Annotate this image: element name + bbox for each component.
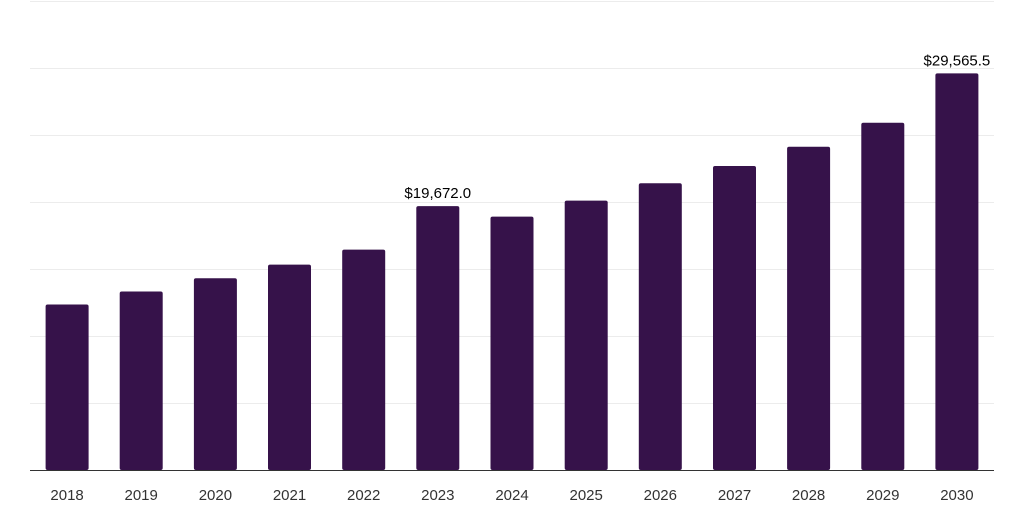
data-labels: $19,672.0 $29,565.5 [404,52,990,202]
bar-2027 [713,166,756,470]
x-tick-label: 2028 [792,487,825,504]
bar-2024 [490,216,534,470]
x-tick-label: 2021 [273,487,306,504]
x-tick-label: 2019 [125,487,158,504]
x-tick-label: 2020 [199,487,232,504]
bars [45,73,979,471]
data-label: $19,672.0 [404,185,471,202]
x-tick-labels: 2018 2019 2020 2021 2022 2023 2024 2025 2026 2027… [50,487,973,504]
bar-2019 [119,291,163,470]
x-tick-label: 2029 [866,487,899,504]
bar-2030 [935,73,979,471]
bar-2020 [193,278,237,470]
data-label: $29,565.5 [924,52,991,69]
x-tick-label: 2024 [495,487,528,504]
bar-2022 [342,249,386,470]
bar-2029 [861,122,905,471]
x-tick-label: 2030 [940,487,973,504]
x-tick-label: 2025 [570,487,603,504]
x-tick-label: 2023 [421,487,454,504]
bar-2025 [564,200,608,470]
bar-2026 [638,183,682,470]
bar-2028 [787,146,831,470]
bar-2021 [268,264,311,470]
x-tick-label: 2022 [347,487,380,504]
bar-2018 [45,304,89,470]
bar-2023 [416,206,460,470]
x-tick-label: 2018 [50,487,83,504]
x-tick-label: 2026 [644,487,677,504]
x-tick-label: 2027 [718,487,751,504]
